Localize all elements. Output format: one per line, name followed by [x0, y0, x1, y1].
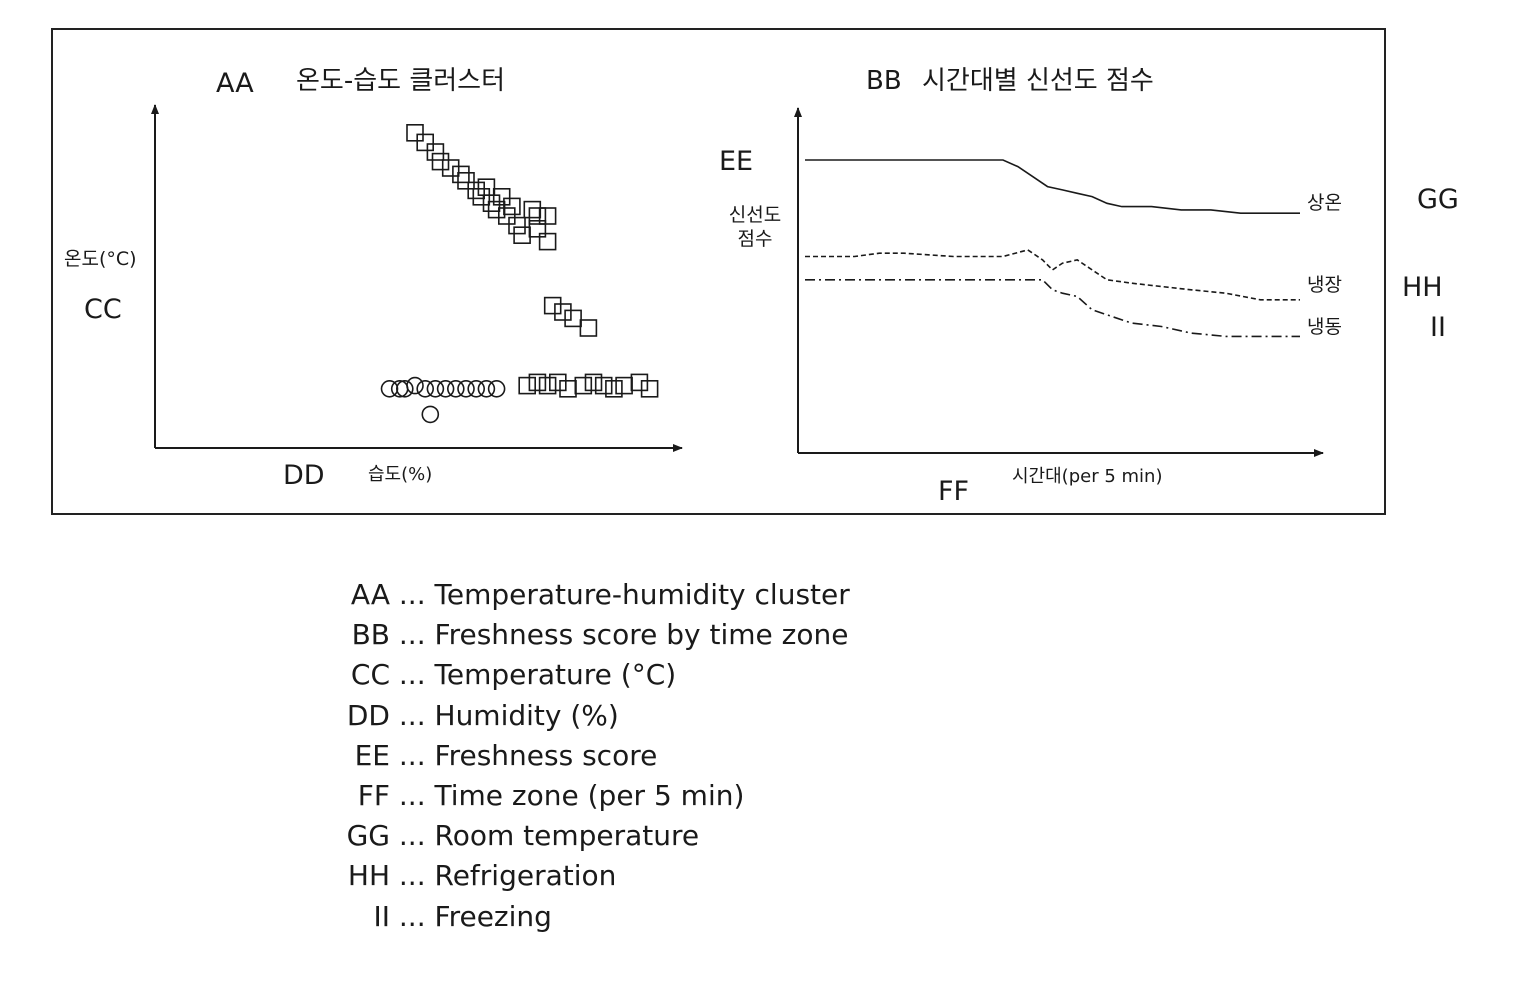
legend-text: ... Freezing: [399, 900, 552, 933]
cluster-point-square: [478, 179, 494, 195]
legend-row: GG ... Room temperature: [330, 816, 850, 856]
legend-row: AA ... Temperature-humidity cluster: [330, 575, 850, 615]
legend-key: BB: [330, 615, 390, 655]
legend-row: FF ... Time zone (per 5 min): [330, 776, 850, 816]
legend-row: EE ... Freshness score: [330, 736, 850, 776]
cluster-point-square: [509, 218, 525, 234]
cluster-point-square: [555, 304, 571, 320]
cluster-point-square: [473, 189, 489, 205]
legend-key: EE: [330, 736, 390, 776]
cluster-point-square: [504, 198, 520, 214]
legend-text: ... Room temperature: [399, 819, 699, 852]
cluster-point-square: [529, 208, 545, 224]
cluster-point-square: [550, 374, 566, 390]
legend-text: ... Temperature-humidity cluster: [399, 578, 850, 611]
legend-key: HH: [330, 856, 390, 896]
cluster-point-square: [580, 320, 596, 336]
cluster-point-square: [524, 202, 540, 218]
legend-row: DD ... Humidity (%): [330, 696, 850, 736]
cluster-point-square: [443, 160, 459, 176]
cluster-point-square: [519, 378, 535, 394]
freshness-lines: [805, 160, 1300, 336]
cluster-point-square: [427, 144, 443, 160]
legend-text: ... Temperature (°C): [399, 658, 676, 691]
cluster-point-square: [458, 173, 474, 189]
cluster-point-square: [586, 374, 602, 390]
cluster-point-square: [575, 378, 591, 394]
legend: AA ... Temperature-humidity cluster BB .…: [330, 575, 850, 937]
cluster-point-square: [631, 374, 647, 390]
cluster-point-square: [642, 381, 658, 397]
legend-key: DD: [330, 696, 390, 736]
cluster-point-square: [514, 227, 530, 243]
legend-key: GG: [330, 816, 390, 856]
cluster-point-square: [484, 195, 500, 211]
cluster-point-square: [468, 182, 484, 198]
legend-row: HH ... Refrigeration: [330, 856, 850, 896]
cluster-point-square: [545, 298, 561, 314]
legend-text: ... Humidity (%): [399, 699, 619, 732]
cluster-point-square: [540, 234, 556, 250]
legend-text: ... Freshness score: [399, 739, 657, 772]
legend-row: BB ... Freshness score by time zone: [330, 615, 850, 655]
legend-key: AA: [330, 575, 390, 615]
cluster-point-square: [540, 378, 556, 394]
cluster-point-square: [494, 189, 510, 205]
cluster-point-circle: [407, 378, 423, 394]
cluster-point-square: [540, 208, 556, 224]
legend-row: CC ... Temperature (°C): [330, 655, 850, 695]
legend-row: II ... Freezing: [330, 897, 850, 937]
cluster-point-square: [417, 134, 433, 150]
cluster-point-square: [529, 374, 545, 390]
cluster-point-circle: [422, 406, 438, 422]
freshness-line-GG: [805, 160, 1300, 213]
cluster-point-square: [529, 221, 545, 237]
cluster-point-square: [489, 202, 505, 218]
legend-key: FF: [330, 776, 390, 816]
cluster-marks: [382, 125, 658, 423]
cluster-point-square: [407, 125, 423, 141]
freshness-line-II: [805, 280, 1300, 337]
legend-text: ... Time zone (per 5 min): [399, 779, 745, 812]
cluster-point-square: [499, 208, 515, 224]
legend-key: CC: [330, 655, 390, 695]
cluster-point-square: [453, 166, 469, 182]
legend-text: ... Refrigeration: [399, 859, 616, 892]
legend-text: ... Freshness score by time zone: [399, 618, 849, 651]
cluster-point-square: [560, 381, 576, 397]
cluster-point-square: [433, 154, 449, 170]
legend-key: II: [330, 897, 390, 937]
cluster-point-circle: [489, 381, 505, 397]
freshness-line-HH: [805, 250, 1300, 300]
cluster-point-square: [565, 310, 581, 326]
